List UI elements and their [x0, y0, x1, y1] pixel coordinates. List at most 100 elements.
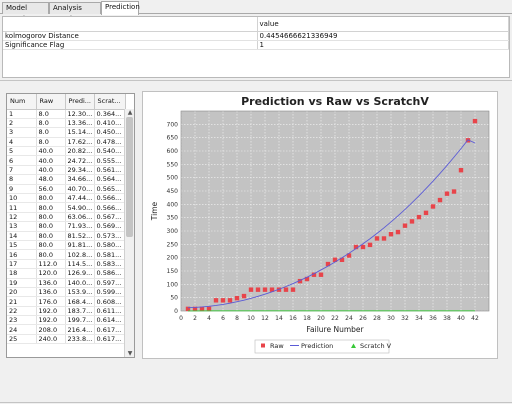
table-cell: 0.611...	[94, 306, 126, 317]
table-cell: 233.8...	[65, 334, 95, 345]
x-tick-label: 42	[471, 315, 479, 322]
summary-header-value[interactable]: value	[257, 17, 509, 32]
table-cell: 40.0	[36, 155, 66, 166]
table-cell: 192.0	[36, 306, 66, 317]
table-row[interactable]: 8 48.0 34.66... 0.564...	[7, 174, 126, 185]
table-row[interactable]: 23 192.0 199.7... 0.614...	[7, 315, 126, 326]
table-row[interactable]: 14 80.0 81.52... 0.573...	[7, 231, 126, 241]
table-cell: 0.565...	[94, 184, 126, 195]
data-point	[255, 287, 261, 292]
table-cell: 4	[7, 137, 37, 148]
column-header[interactable]: Predi...	[65, 94, 95, 110]
table-row[interactable]: 3 8.0 15.14... 0.450...	[7, 127, 126, 138]
tab-analysis-result[interactable]: Analysis Result	[49, 2, 101, 23]
y-tick-label: 700	[167, 121, 179, 128]
legend-marker-icon	[261, 343, 265, 348]
table-row[interactable]: 16 80.0 102.8... 0.581...	[7, 249, 126, 260]
y-tick-label: 400	[167, 201, 179, 208]
table-row[interactable]: 19 136.0 140.0... 0.597...	[7, 278, 126, 288]
table-row[interactable]: 21 176.0 168.4... 0.608...	[7, 296, 126, 307]
x-tick-label: 26	[359, 315, 367, 322]
x-tick-label: 20	[317, 315, 325, 322]
table-cell: 22	[7, 306, 37, 317]
table-row[interactable]: 4 8.0 17.62... 0.478...	[7, 137, 126, 148]
chart-title: Prediction vs Raw vs ScratchV	[241, 95, 429, 108]
table-cell: 25	[7, 334, 37, 345]
scroll-down-icon[interactable]: ▼	[127, 350, 133, 357]
scroll-up-icon[interactable]: ▲	[127, 109, 133, 116]
data-point	[318, 272, 324, 277]
table-cell: 13	[7, 221, 37, 232]
table-cell: 20.82...	[65, 146, 95, 157]
legend-box	[254, 339, 390, 354]
table-row[interactable]: 1 8.0 12.30... 0.364...	[7, 109, 126, 119]
scrollbar-thumb[interactable]	[126, 117, 133, 237]
x-tick-label: 36	[429, 315, 437, 322]
table-cell: 0.581...	[94, 249, 126, 260]
series-line	[187, 139, 476, 309]
x-tick-label: 28	[373, 315, 381, 322]
table-cell: 17.62...	[65, 137, 95, 148]
table-cell: 240.0	[36, 334, 66, 345]
data-point	[248, 287, 254, 292]
data-point	[360, 244, 366, 250]
table-cell: 80.0	[36, 231, 66, 241]
table-row[interactable]: 20 136.0 153.9... 0.599...	[7, 287, 126, 298]
summary-header-name[interactable]	[3, 17, 258, 32]
table-cell: 8.0	[36, 137, 66, 148]
table-cell: 0.364...	[94, 109, 126, 119]
table-row[interactable]: 12 80.0 63.06... 0.567...	[7, 212, 126, 223]
table-row[interactable]: 15 80.0 91.81... 0.580...	[7, 240, 126, 251]
table-cell: 14	[7, 231, 37, 241]
table-cell: 54.90...	[65, 202, 95, 213]
data-point	[220, 298, 226, 303]
x-tick-label: 22	[331, 315, 339, 322]
table-cell: 9	[7, 184, 37, 195]
table-row[interactable]: 5 40.0 20.82... 0.540...	[7, 146, 126, 157]
data-point	[332, 257, 338, 262]
table-row[interactable]: 13 80.0 71.93... 0.569...	[7, 221, 126, 232]
x-tick-label: 14	[275, 315, 283, 322]
column-header[interactable]: Scrat...	[94, 94, 126, 110]
table-cell: 34.66...	[65, 174, 95, 185]
legend-label: Raw	[270, 342, 284, 350]
x-tick-label: 10	[247, 315, 255, 322]
table-cell: 71.93...	[65, 221, 95, 232]
table-row[interactable]: 2 8.0 13.36... 0.410...	[7, 118, 126, 129]
data-point	[374, 236, 380, 241]
table-scrollbar[interactable]: ▲ ▼	[124, 109, 134, 357]
table-row[interactable]: 10 80.0 47.44... 0.566...	[7, 193, 126, 204]
table-row[interactable]: 22 192.0 183.7... 0.611...	[7, 306, 126, 317]
x-tick-label: 24	[345, 315, 353, 322]
y-tick-label: 150	[167, 268, 179, 275]
table-cell: 3	[7, 127, 37, 138]
table-cell: 18	[7, 268, 37, 279]
table-cell: 81.52...	[65, 231, 95, 241]
y-tick-label: 650	[167, 135, 179, 142]
summary-row[interactable]: kolmogorov Distance 0.4454666621336949	[3, 31, 509, 41]
tab-prediction[interactable]: Prediction	[101, 1, 140, 15]
table-row[interactable]: 18 120.0 126.9... 0.586...	[7, 268, 126, 279]
table-row[interactable]: 17 112.0 114.5... 0.583...	[7, 259, 126, 270]
y-tick-label: 600	[167, 148, 179, 155]
x-tick-label: 30	[387, 315, 395, 322]
column-header[interactable]: Raw	[36, 94, 66, 110]
column-header[interactable]: Num	[7, 94, 37, 110]
table-row[interactable]: 24 208.0 216.4... 0.617...	[7, 324, 126, 335]
tab-bar: Model Result Analysis Result Prediction	[0, 0, 512, 23]
table-cell: 40.0	[36, 146, 66, 157]
data-point	[192, 306, 198, 312]
table-row[interactable]: 6 40.0 24.72... 0.555...	[7, 155, 126, 166]
table-row[interactable]: 25 240.0 233.8... 0.617...	[7, 334, 126, 345]
data-point	[367, 242, 373, 248]
table-row[interactable]: 9 56.0 40.70... 0.565...	[7, 184, 126, 195]
data-table: Num Raw Predi... Scrat... 1 8.0 12.30... 0.364…	[7, 94, 126, 345]
y-tick-label: 50	[170, 295, 178, 302]
table-cell: 0.573...	[94, 231, 126, 241]
tab-model-result[interactable]: Model Result	[2, 2, 49, 23]
table-row[interactable]: 7 40.0 29.34... 0.561...	[7, 165, 126, 176]
x-tick-label: 18	[303, 315, 311, 322]
table-cell: 80.0	[36, 240, 66, 251]
table-row[interactable]: 11 80.0 54.90... 0.566...	[7, 202, 126, 213]
summary-row[interactable]: Significance Flag 1	[3, 40, 509, 50]
